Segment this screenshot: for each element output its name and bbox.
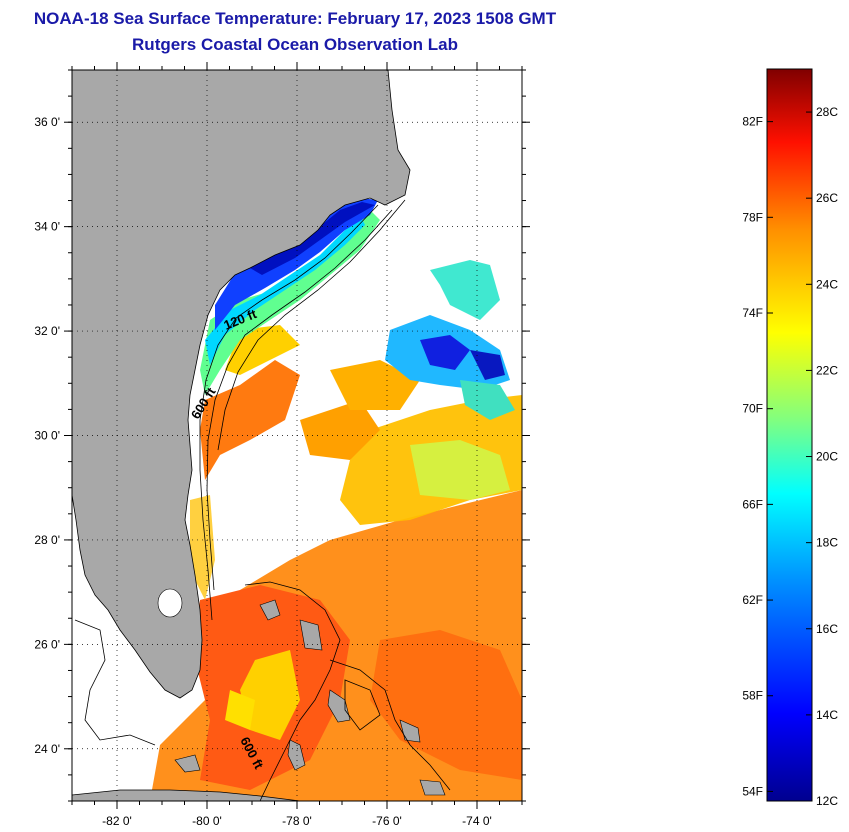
colorbar-c-label: 28C: [816, 105, 838, 119]
bathymetry-contours: [74, 199, 451, 801]
colorbar-c-label: 22C: [816, 363, 838, 377]
lat-label: 36 0': [34, 115, 60, 129]
lon-label: -74 0': [462, 814, 492, 828]
colorbar-c-label: 20C: [816, 450, 838, 464]
colorbar-f-label: 78F: [742, 210, 763, 224]
colorbar-c-label: 18C: [816, 536, 838, 550]
colorbar-c-label: 12C: [816, 794, 838, 808]
colorbar-f-label: 82F: [742, 115, 763, 129]
graticule: [72, 70, 522, 801]
map-title: NOAA-18 Sea Surface Temperature: Februar…: [33, 9, 557, 28]
colorbar-c-label: 24C: [816, 277, 838, 291]
lat-label: 24 0': [34, 742, 60, 756]
colorbar-f-label: 62F: [742, 593, 763, 607]
colorbar-f-label: 66F: [742, 497, 763, 511]
colorbar: [766, 68, 813, 802]
lat-label: 32 0': [34, 324, 60, 338]
lon-label: -82 0': [102, 814, 132, 828]
lat-label: 30 0': [34, 429, 60, 443]
land-layer: [72, 70, 446, 801]
colorbar-c-label: 26C: [816, 191, 838, 205]
colorbar-c-label: 14C: [816, 708, 838, 722]
colorbar-labels: 28C 26C 24C 22C 20C 18C 16C 14C 12C 82F 78F 74F 70F 6…: [742, 105, 838, 808]
colorbar-ticks: [767, 111, 812, 802]
latitude-labels: 36 0' 34 0' 32 0' 30 0' 28 0' 26 0' 24 0': [34, 115, 60, 756]
lon-label: -78 0': [282, 814, 312, 828]
longitude-labels: -82 0' -80 0' -78 0' -76 0' -74 0': [102, 814, 492, 828]
lon-label: -80 0': [192, 814, 222, 828]
lon-label: -76 0': [372, 814, 402, 828]
lat-label: 26 0': [34, 637, 60, 651]
lat-label: 34 0': [34, 220, 60, 234]
axis-ticks: [64, 62, 530, 809]
map-subtitle: Rutgers Coastal Ocean Observation Lab: [132, 35, 458, 54]
colorbar-f-label: 70F: [742, 402, 763, 416]
lat-label: 28 0': [34, 533, 60, 547]
colorbar-c-label: 16C: [816, 622, 838, 636]
colorbar-f-label: 54F: [742, 784, 763, 798]
colorbar-f-label: 74F: [742, 306, 763, 320]
colorbar-f-label: 58F: [742, 689, 763, 703]
